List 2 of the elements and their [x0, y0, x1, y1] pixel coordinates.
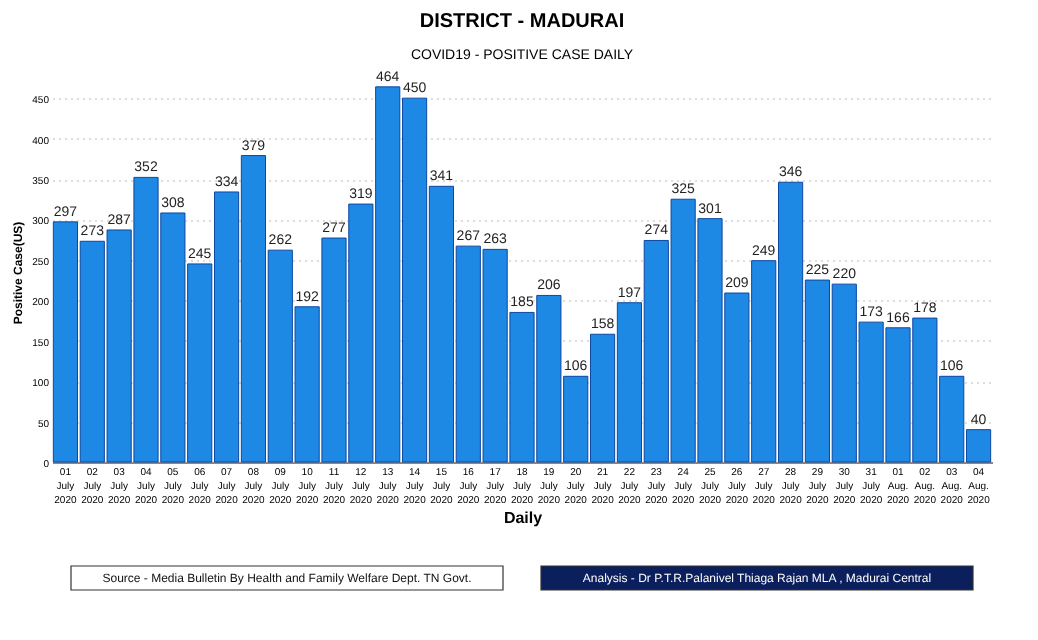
x-axis-title: Daily	[503, 509, 544, 527]
chart-title: DISTRICT - MADURAI	[419, 10, 625, 33]
